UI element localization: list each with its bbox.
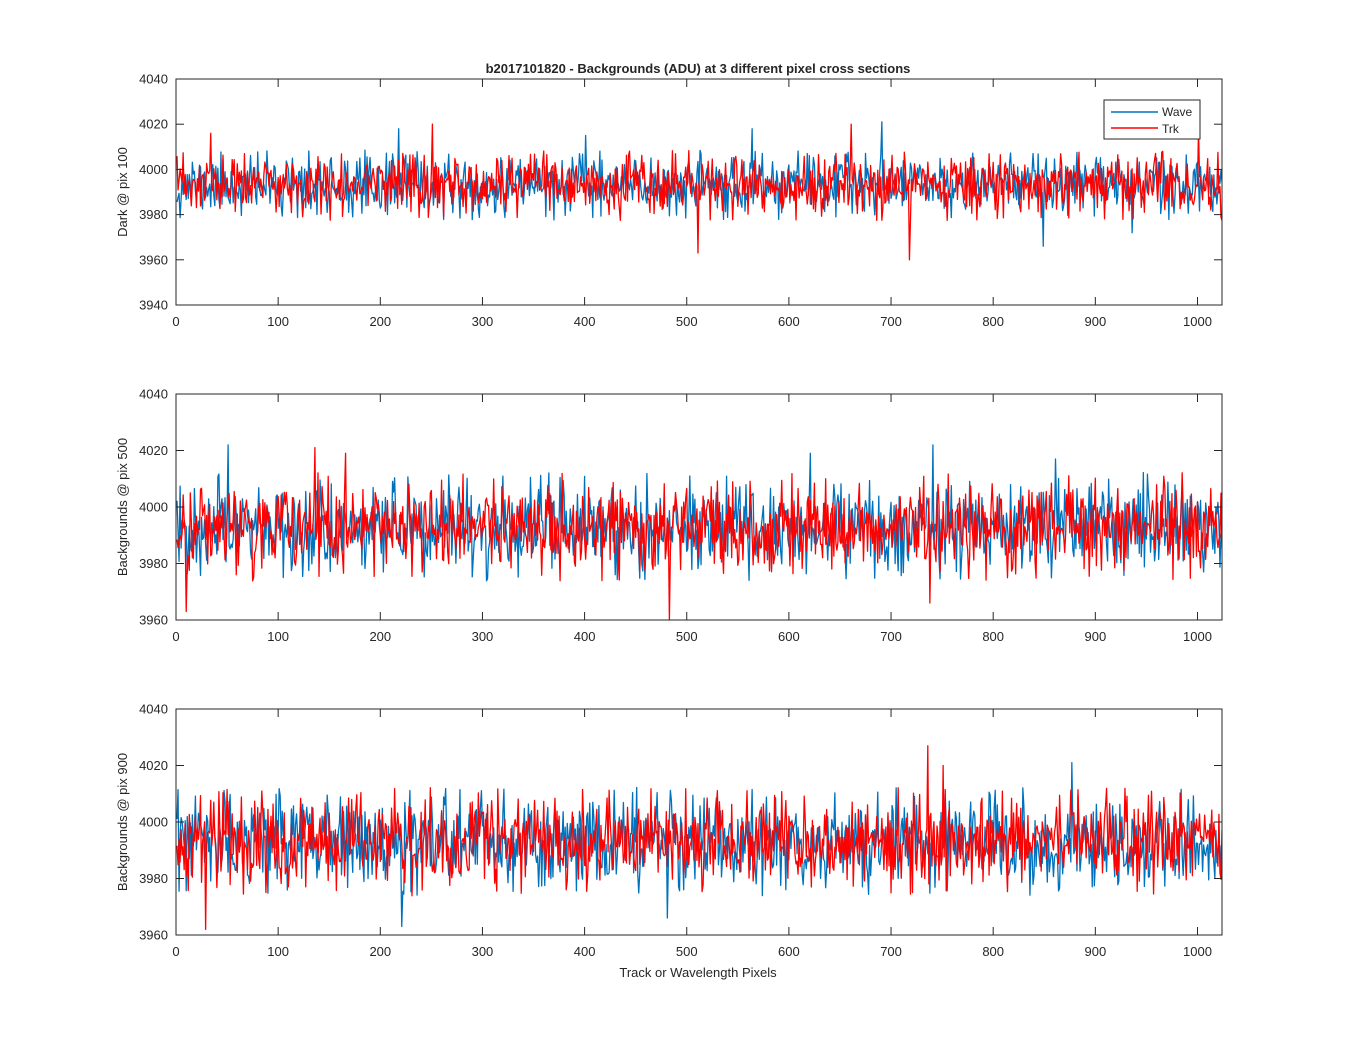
series-group bbox=[176, 444, 1222, 620]
y-axis-label-dark-pix-100: Dark @ pix 100 bbox=[115, 147, 130, 237]
x-tick-label: 200 bbox=[369, 944, 391, 959]
y-tick-label: 4020 bbox=[139, 758, 168, 773]
x-tick-label: 400 bbox=[574, 944, 596, 959]
y-tick-label: 3980 bbox=[139, 871, 168, 886]
x-tick-label: 1000 bbox=[1183, 629, 1212, 644]
x-tick-label: 700 bbox=[880, 629, 902, 644]
y-tick-label: 3960 bbox=[139, 613, 168, 628]
x-axis-label: Track or Wavelength Pixels bbox=[619, 965, 777, 980]
y-tick-label: 4020 bbox=[139, 443, 168, 458]
x-tick-label: 600 bbox=[778, 629, 800, 644]
y-axis-label-backgrounds-pix-500: Backgrounds @ pix 500 bbox=[115, 438, 130, 576]
x-tick-label: 300 bbox=[472, 629, 494, 644]
panel-backgrounds-pix-900: 0 100 200 300 400 500 600 700 800 900 1000 3960 3980… bbox=[115, 702, 1223, 959]
y-tick-label: 3940 bbox=[139, 298, 168, 313]
y-tick-label: 3980 bbox=[139, 556, 168, 571]
y-tick-label: 4040 bbox=[139, 702, 168, 717]
x-tick-label: 100 bbox=[267, 944, 289, 959]
x-tick-label: 1000 bbox=[1183, 944, 1212, 959]
axes-box bbox=[175, 78, 1223, 306]
x-tick-label: 1000 bbox=[1183, 314, 1212, 329]
legend-label-wave: Wave bbox=[1162, 105, 1193, 119]
x-tick-label: 400 bbox=[574, 629, 596, 644]
x-tick-label: 700 bbox=[880, 944, 902, 959]
x-tick-label: 0 bbox=[172, 944, 179, 959]
y-tick-label: 4040 bbox=[139, 72, 168, 87]
series-line-trk bbox=[176, 745, 1222, 930]
panel-dark-pix-100: 0 100 200 300 400 500 600 700 800 900 1000 3940 3960… bbox=[115, 72, 1223, 329]
legend: Wave Trk bbox=[1103, 99, 1201, 140]
x-tick-label: 800 bbox=[982, 314, 1004, 329]
x-tick-label: 900 bbox=[1084, 314, 1106, 329]
x-tick-label: 0 bbox=[172, 314, 179, 329]
legend-label-trk: Trk bbox=[1162, 122, 1180, 136]
y-tick-label: 4000 bbox=[139, 815, 168, 830]
y-tick-label: 4000 bbox=[139, 162, 168, 177]
x-tick-label: 300 bbox=[472, 944, 494, 959]
series-line-trk bbox=[176, 447, 1222, 620]
y-tick-label: 4040 bbox=[139, 387, 168, 402]
x-tick-label: 500 bbox=[676, 944, 698, 959]
series-line-wave bbox=[176, 762, 1222, 928]
x-tick-label: 900 bbox=[1084, 944, 1106, 959]
y-tick-label: 4000 bbox=[139, 500, 168, 515]
x-tick-label: 600 bbox=[778, 314, 800, 329]
figure-title: b2017101820 - Backgrounds (ADU) at 3 dif… bbox=[486, 61, 911, 76]
x-tick-label: 100 bbox=[267, 629, 289, 644]
y-axis-label-backgrounds-pix-900: Backgrounds @ pix 900 bbox=[115, 753, 130, 891]
series-line-wave bbox=[176, 444, 1222, 582]
x-tick-label: 0 bbox=[172, 629, 179, 644]
y-tick-label: 3980 bbox=[139, 207, 168, 222]
x-tick-label: 300 bbox=[472, 314, 494, 329]
x-tick-label: 200 bbox=[369, 629, 391, 644]
x-tick-label: 100 bbox=[267, 314, 289, 329]
x-tick-label: 700 bbox=[880, 314, 902, 329]
legend-box bbox=[1103, 99, 1201, 140]
series-group bbox=[176, 745, 1222, 930]
x-tick-label: 900 bbox=[1084, 629, 1106, 644]
y-tick-label: 3960 bbox=[139, 928, 168, 943]
plot-area bbox=[176, 709, 1222, 935]
panel-backgrounds-pix-500: 0 100 200 300 400 500 600 700 800 900 1000 3960 3980… bbox=[115, 387, 1223, 644]
x-tick-label: 800 bbox=[982, 944, 1004, 959]
x-tick-label: 500 bbox=[676, 314, 698, 329]
x-tick-label: 400 bbox=[574, 314, 596, 329]
x-tick-label: 600 bbox=[778, 944, 800, 959]
x-tick-label: 200 bbox=[369, 314, 391, 329]
y-tick-label: 3960 bbox=[139, 252, 168, 267]
x-tick-label: 500 bbox=[676, 629, 698, 644]
series-line-trk bbox=[176, 123, 1222, 261]
y-tick-label: 4020 bbox=[139, 117, 168, 132]
x-tick-label: 800 bbox=[982, 629, 1004, 644]
series-group bbox=[176, 121, 1222, 261]
plot-area bbox=[176, 394, 1222, 620]
